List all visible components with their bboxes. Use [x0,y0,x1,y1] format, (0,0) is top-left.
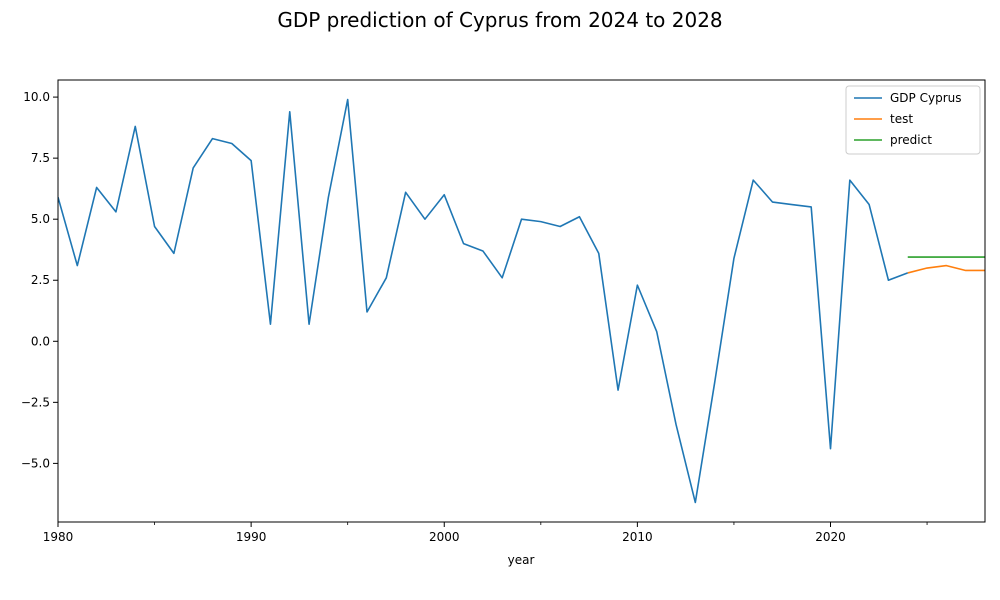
series-line-test [907,264,985,274]
y-tick-label: 10.0 [23,90,50,104]
y-tick-label: 7.5 [31,151,50,165]
y-tick-label: 0.0 [31,334,50,348]
axes-frame [57,79,986,523]
legend-label: GDP Cyprus [890,91,961,105]
chart-title: GDP prediction of Cyprus from 2024 to 20… [277,8,723,32]
axes-layer: 1980 1990 2000 2010 2020 −5.0 −2.5 0.0 2.5 5.0 7.5… [21,79,986,544]
x-tick-label: 1980 [43,530,74,544]
plot-layer [58,98,985,504]
x-axis-label: year [508,553,535,567]
x-tick-label: 2010 [622,530,653,544]
y-tick-label: 2.5 [31,273,50,287]
y-tick-label: −2.5 [21,395,50,409]
y-tick-label: 5.0 [31,212,50,226]
series-line-gdp-cyprus [58,98,909,504]
x-tick-label: 1990 [236,530,267,544]
legend-label: predict [890,133,932,147]
legend-label: test [890,112,913,126]
legend-box [845,85,981,155]
x-tick-label: 2000 [429,530,460,544]
y-tick-label: −5.0 [21,456,50,470]
legend: GDP Cyprus test predict [845,85,981,155]
x-tick-label: 2020 [815,530,846,544]
